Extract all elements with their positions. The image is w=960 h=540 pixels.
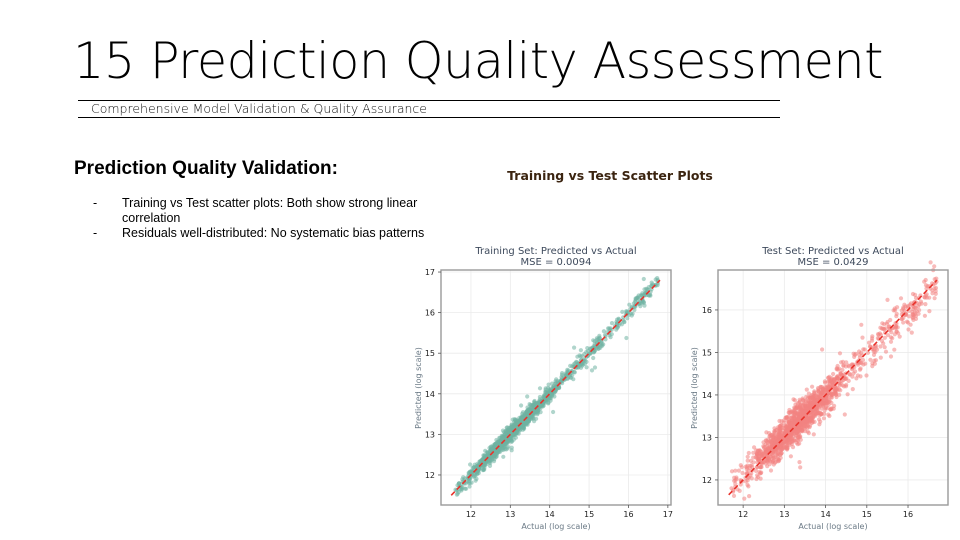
plot-mse: MSE = 0.0429 [797, 257, 868, 268]
bullet-item: - Training vs Test scatter plots: Both s… [90, 196, 460, 226]
svg-text:15: 15 [584, 510, 594, 519]
x-axis-label: Actual (log scale) [798, 522, 867, 531]
svg-text:12: 12 [738, 510, 748, 519]
title-rule-top [78, 100, 780, 101]
svg-text:14: 14 [425, 390, 435, 399]
svg-text:13: 13 [779, 510, 789, 519]
y-axis-label: Predicted (log scale) [414, 347, 423, 429]
svg-text:16: 16 [903, 510, 913, 519]
axes-frame [440, 269, 672, 506]
svg-text:16: 16 [623, 510, 633, 519]
plot-title: Test Set: Predicted vs Actual [761, 246, 904, 257]
bullet-text: Training vs Test scatter plots: Both sho… [122, 196, 418, 225]
svg-text:15: 15 [702, 348, 712, 357]
bullet-marker: - [93, 196, 98, 210]
svg-text:12: 12 [702, 476, 712, 485]
slide-subtitle: Comprehensive Model Validation & Quality… [91, 101, 427, 116]
svg-text:13: 13 [425, 430, 435, 439]
svg-text:13: 13 [505, 510, 515, 519]
section-heading: Prediction Quality Validation: [74, 158, 338, 179]
svg-text:15: 15 [425, 349, 435, 358]
svg-text:15: 15 [862, 510, 872, 519]
test-scatter-plot: Test Set: Predicted vs Actual MSE = 0.04… [690, 246, 949, 531]
svg-text:14: 14 [545, 510, 555, 519]
scatter-points [729, 260, 939, 501]
scatter-points [453, 276, 660, 497]
svg-text:12: 12 [425, 471, 435, 480]
axis-ticks: 12 13 14 15 16 12 13 14 15 16 [702, 306, 913, 519]
bullet-text: Residuals well-distributed: No systemati… [122, 226, 425, 240]
bullet-item: - Residuals well-distributed: No systema… [90, 226, 460, 241]
reference-line [450, 279, 661, 496]
slide-title: 15 Prediction Quality Assessment [73, 32, 883, 90]
svg-text:17: 17 [425, 268, 435, 277]
training-scatter-plot: Training Set: Predicted vs Actual MSE = … [414, 246, 673, 531]
svg-text:16: 16 [425, 309, 435, 318]
svg-text:14: 14 [820, 510, 830, 519]
axes-frame [717, 269, 949, 506]
bullet-list: - Training vs Test scatter plots: Both s… [90, 196, 460, 241]
title-rule-bottom [78, 117, 780, 118]
plot-title: Training Set: Predicted vs Actual [474, 246, 636, 257]
y-axis-label: Predicted (log scale) [690, 347, 699, 429]
svg-text:16: 16 [702, 306, 712, 315]
axis-ticks: 12 13 14 15 16 17 12 13 14 15 16 17 [425, 268, 673, 519]
plot-mse: MSE = 0.0094 [520, 257, 591, 268]
svg-text:17: 17 [663, 510, 673, 519]
svg-text:14: 14 [702, 391, 712, 400]
svg-text:13: 13 [702, 433, 712, 442]
x-axis-label: Actual (log scale) [521, 522, 590, 531]
bullet-marker: - [93, 226, 98, 240]
figure-title: Training vs Test Scatter Plots [507, 168, 713, 183]
reference-line [728, 279, 938, 496]
svg-text:12: 12 [466, 510, 476, 519]
